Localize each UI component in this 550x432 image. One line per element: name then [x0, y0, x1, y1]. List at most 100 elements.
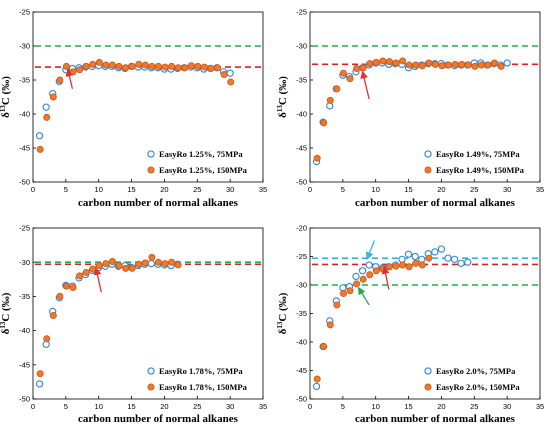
data-point-150mpa [497, 62, 505, 70]
y-tick-label: -25 [296, 252, 307, 261]
data-point-150mpa [154, 258, 162, 266]
legend-label-150mpa: EasyRo 2.0%, 150MPa [436, 382, 520, 392]
legend-label-75mpa: EasyRo 1.49%, 75MPa [436, 149, 520, 159]
x-tick-label: 20 [160, 402, 168, 411]
data-point-150mpa [56, 292, 64, 300]
y-tick-label: -50 [296, 395, 307, 404]
data-point-150mpa [353, 64, 361, 72]
data-point-150mpa [62, 282, 70, 290]
legend-marker-75mpa [424, 367, 432, 375]
legend-label-75mpa: EasyRo 1.78%, 75MPa [159, 366, 243, 376]
data-point-75mpa [503, 59, 511, 67]
x-axis-label: carbon number of normal alkanes [355, 413, 516, 425]
data-point-150mpa [227, 78, 235, 86]
plot-frame [32, 11, 264, 183]
x-axis-label: carbon number of normal alkanes [355, 197, 516, 209]
legend-label-150mpa: EasyRo 1.78%, 150MPa [159, 382, 248, 392]
data-point-150mpa [108, 258, 116, 266]
data-point-150mpa [477, 61, 485, 69]
legend-marker-150mpa [424, 166, 432, 174]
data-point-150mpa [174, 64, 182, 72]
data-point-75mpa [418, 255, 426, 263]
data-point-75mpa [444, 254, 452, 262]
y-tick-label: -35 [19, 292, 30, 301]
x-tick-label: 20 [437, 402, 445, 411]
y-axis-label: δ13C (‰) [0, 76, 12, 118]
y-axis-label: δ13C (‰) [276, 292, 289, 334]
chart-panel-d: 0 5 10 15 20 25 30 35 -50 -45 -40 -35 -30 -25 -20 carbo… [276, 224, 544, 425]
x-tick-label: 25 [193, 185, 201, 194]
data-point-150mpa [89, 60, 97, 68]
data-point-150mpa [128, 264, 136, 272]
y-tick-label: -45 [296, 366, 307, 375]
data-point-150mpa [372, 58, 380, 66]
data-point-150mpa [49, 93, 57, 101]
data-point-75mpa [404, 250, 413, 258]
x-tick-label: 30 [226, 402, 234, 411]
x-tick-label: 5 [341, 402, 345, 411]
y-tick-label: -40 [19, 326, 30, 335]
y-tick-label: -50 [19, 178, 30, 187]
data-point-150mpa [148, 62, 156, 70]
data-point-150mpa [313, 375, 321, 383]
x-tick-label: 35 [536, 185, 544, 194]
data-point-150mpa [220, 71, 228, 79]
data-point-75mpa [431, 248, 439, 256]
data-point-75mpa [358, 267, 367, 275]
data-point-150mpa [89, 265, 97, 273]
y-tick-label: -35 [296, 309, 307, 318]
y-tick-label: -35 [296, 76, 307, 85]
data-point-150mpa [320, 343, 328, 351]
x-tick-label: 10 [95, 185, 103, 194]
data-point-150mpa [484, 61, 492, 69]
x-tick-label: 5 [64, 402, 68, 411]
annotation-arrow [381, 266, 390, 290]
x-tick-label: 25 [193, 402, 201, 411]
x-tick-label: 30 [503, 185, 511, 194]
data-point-150mpa [405, 61, 413, 69]
data-point-150mpa [445, 61, 453, 69]
data-point-150mpa [451, 60, 459, 68]
data-point-150mpa [418, 261, 426, 269]
x-tick-label: 15 [127, 185, 135, 194]
data-point-75mpa [464, 258, 472, 266]
data-point-150mpa [379, 57, 387, 65]
y-tick-label: -30 [19, 42, 30, 51]
data-point-150mpa [471, 62, 479, 70]
y-tick-label: -30 [296, 281, 307, 290]
legend-label-75mpa: EasyRo 1.25%, 75MPa [159, 149, 243, 159]
data-point-150mpa [333, 85, 341, 93]
data-point-150mpa [102, 61, 110, 69]
data-point-150mpa [438, 62, 446, 70]
data-point-150mpa [326, 96, 334, 104]
y-tick-label: -50 [296, 178, 307, 187]
x-tick-label: 20 [160, 185, 168, 194]
legend-marker-75mpa [147, 150, 155, 158]
data-point-150mpa [36, 145, 44, 153]
annotation-arrow [93, 267, 102, 293]
data-point-150mpa [181, 64, 189, 72]
x-tick-label: 30 [503, 402, 511, 411]
data-point-150mpa [346, 75, 354, 83]
data-point-150mpa [392, 59, 400, 67]
y-tick-label: -20 [296, 224, 307, 233]
x-tick-label: 25 [470, 402, 478, 411]
data-point-150mpa [95, 262, 103, 270]
legend-label-75mpa: EasyRo 2.0%, 75MPa [436, 366, 516, 376]
data-point-150mpa [128, 62, 136, 70]
data-point-150mpa [115, 62, 123, 70]
data-point-150mpa [115, 262, 123, 270]
data-point-150mpa [108, 61, 116, 69]
data-point-150mpa [385, 263, 393, 271]
legend-label-150mpa: EasyRo 1.49%, 150MPa [436, 165, 525, 175]
y-tick-label: -45 [19, 144, 30, 153]
data-point-150mpa [194, 62, 202, 70]
y-tick-label: -40 [296, 110, 307, 119]
data-point-150mpa [187, 62, 195, 70]
data-point-150mpa [76, 66, 84, 74]
plot-frame [309, 11, 541, 183]
x-tick-label: 0 [308, 402, 312, 411]
data-point-150mpa [399, 261, 407, 269]
data-point-150mpa [95, 58, 103, 66]
data-point-150mpa [69, 284, 77, 292]
